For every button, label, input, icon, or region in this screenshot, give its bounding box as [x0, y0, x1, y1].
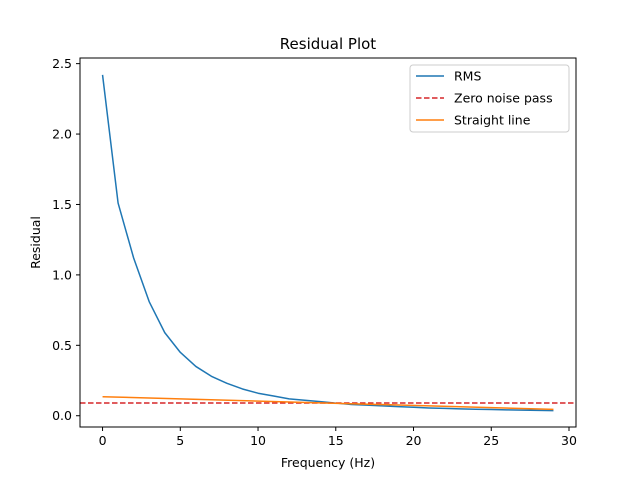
legend-label-zero-noise-pass: Zero noise pass: [454, 91, 553, 106]
axes-frame: [79, 57, 577, 428]
x-tick-label: 0: [99, 433, 107, 448]
legend-label-straight-line: Straight line: [454, 113, 531, 128]
x-tick-label: 30: [561, 433, 577, 448]
legend: RMS Zero noise pass Straight line: [409, 64, 570, 133]
x-tick-label: 15: [328, 433, 344, 448]
y-tick-label: 0.5: [52, 338, 72, 353]
y-tick-label: 0.0: [52, 408, 72, 423]
y-tick-label: 2.5: [52, 56, 72, 71]
legend-label-rms: RMS: [454, 69, 481, 84]
x-tick-label: 25: [483, 433, 499, 448]
series-straight-line-line: [102, 395, 554, 411]
legend-box: [409, 64, 570, 133]
x-tick-label: 10: [250, 433, 266, 448]
y-axis-label: Residual: [28, 216, 43, 269]
x-tick-label: 5: [176, 433, 184, 448]
y-tick-label: 2.0: [52, 127, 72, 142]
chart-title: Residual Plot: [280, 35, 377, 53]
x-axis-label: Frequency (Hz): [281, 455, 375, 470]
y-tick-label: 1.0: [52, 267, 72, 282]
y-tick-label: 1.5: [52, 197, 72, 212]
x-tick-label: 20: [406, 433, 422, 448]
